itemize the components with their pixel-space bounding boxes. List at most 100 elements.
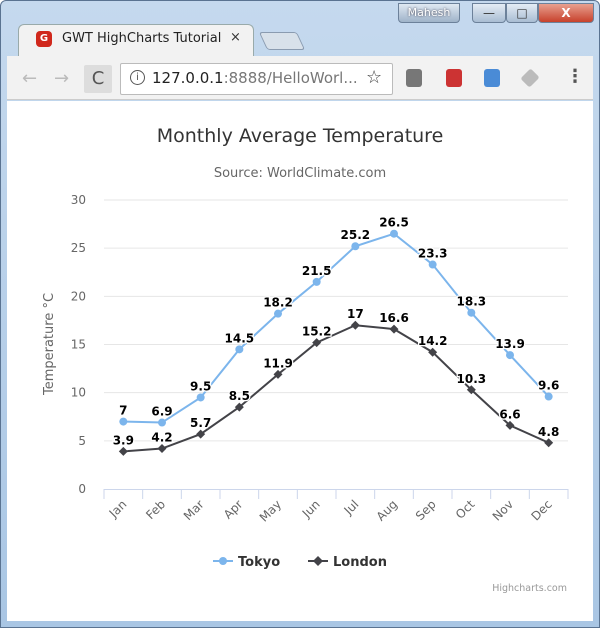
data-point: [158, 418, 166, 427]
data-label: 14.5: [225, 331, 255, 345]
y-tick-label: 5: [78, 434, 86, 448]
data-point: [428, 347, 438, 357]
maximize-button[interactable]: □: [506, 3, 538, 23]
x-tick-label: Jun: [299, 497, 323, 521]
data-label: 18.2: [263, 296, 293, 310]
legend-tokyo-label: Tokyo: [238, 555, 280, 570]
data-point: [506, 351, 514, 360]
tab-close-icon[interactable]: ×: [230, 30, 241, 45]
data-label: 25.2: [341, 228, 371, 242]
data-point: [274, 309, 282, 318]
data-point: [118, 446, 128, 456]
x-tick-label: Sep: [413, 497, 439, 523]
legend-tokyo[interactable]: Tokyo: [213, 555, 280, 570]
x-tick-label: Mar: [181, 497, 207, 523]
data-point: [312, 277, 321, 286]
chart-subtitle: Source: WorldClimate.com: [214, 166, 386, 181]
data-label: 5.7: [190, 416, 211, 430]
menu-icon[interactable]: ⋮: [566, 66, 584, 87]
data-point: [466, 385, 476, 395]
data-point: [544, 392, 553, 401]
y-tick-label: 15: [71, 338, 86, 352]
data-label: 10.3: [457, 372, 487, 386]
y-tick-label: 25: [71, 241, 86, 255]
data-label: 17: [347, 307, 364, 321]
x-tick-label: Oct: [453, 497, 478, 522]
y-axis-title: Temperature °C: [42, 293, 57, 396]
data-point: [273, 369, 283, 379]
x-tick-label: Jan: [106, 497, 130, 521]
series-line-tokyo: [123, 232, 550, 424]
gwt-icon: G: [36, 31, 52, 47]
chart-title: Monthly Average Temperature: [157, 125, 444, 147]
data-point: [351, 242, 360, 251]
x-tick-label: Aug: [374, 497, 400, 523]
data-label: 15.2: [302, 325, 332, 339]
x-tick-label: Feb: [143, 497, 168, 522]
data-point: [350, 320, 360, 330]
data-point: [157, 444, 167, 454]
data-label: 16.6: [379, 311, 409, 325]
legend-london[interactable]: London: [308, 555, 387, 570]
data-label: 26.5: [379, 216, 409, 230]
user-badge[interactable]: Mahesh: [398, 3, 460, 23]
tab-title: GWT HighCharts Tutorial: [62, 31, 222, 46]
info-icon[interactable]: i: [130, 70, 145, 85]
data-label: 7: [119, 404, 127, 418]
data-label: 14.2: [418, 334, 448, 348]
data-point: [312, 338, 322, 348]
forward-icon[interactable]: →: [54, 68, 70, 89]
bookmark-star-icon[interactable]: ☆: [366, 67, 383, 88]
data-point: [196, 393, 205, 402]
series-line-london: [123, 324, 550, 453]
x-tick-label: Dec: [528, 497, 554, 523]
y-tick-label: 0: [78, 482, 86, 496]
data-label: 3.9: [113, 433, 134, 447]
data-point: [390, 229, 398, 238]
data-label: 6.9: [151, 405, 172, 419]
extension-shield-icon[interactable]: [406, 69, 422, 87]
url-path: :8888/HelloWorl...: [223, 69, 358, 87]
data-point: [505, 420, 515, 430]
data-point: [389, 324, 399, 334]
data-point: [196, 429, 206, 439]
data-label: 8.5: [229, 389, 250, 403]
data-label: 4.8: [538, 425, 559, 439]
data-label: 21.5: [302, 264, 332, 278]
y-tick-label: 30: [71, 193, 86, 207]
data-label: 11.9: [263, 356, 293, 370]
x-tick-label: Jul: [341, 497, 362, 518]
extension-book-icon[interactable]: [446, 69, 462, 87]
legend-london-marker: [313, 556, 323, 566]
data-label: 4.2: [151, 431, 172, 445]
data-point: [544, 438, 554, 448]
data-label: 9.5: [190, 379, 211, 393]
data-label: 13.9: [495, 337, 525, 351]
legend-london-label: London: [333, 555, 387, 570]
data-point: [235, 345, 244, 354]
credits-link[interactable]: Highcharts.com: [492, 583, 567, 594]
url-text[interactable]: 127.0.0.1:8888/HelloWorl...: [152, 69, 358, 87]
page-content: [7, 101, 593, 621]
data-point: [428, 260, 437, 269]
data-point: [234, 402, 244, 412]
extension-dashboard-icon[interactable]: [484, 69, 500, 87]
x-tick-label: May: [257, 497, 284, 524]
x-tick-label: Nov: [490, 497, 516, 523]
x-tick-label: Apr: [221, 497, 246, 522]
minimize-button[interactable]: —: [472, 3, 506, 23]
legend-tokyo-marker: [219, 557, 227, 565]
data-point: [467, 308, 476, 317]
data-label: 18.3: [457, 295, 487, 309]
back-icon[interactable]: ←: [22, 68, 38, 89]
reload-icon[interactable]: C: [84, 65, 112, 93]
data-label: 23.3: [418, 247, 448, 261]
y-tick-label: 10: [71, 386, 86, 400]
data-label: 6.6: [499, 407, 520, 421]
y-tick-label: 20: [71, 289, 86, 303]
address-bar[interactable]: [120, 63, 393, 95]
url-host: 127.0.0.1: [152, 69, 224, 87]
close-window-button[interactable]: X: [538, 3, 594, 23]
data-point: [119, 417, 128, 426]
